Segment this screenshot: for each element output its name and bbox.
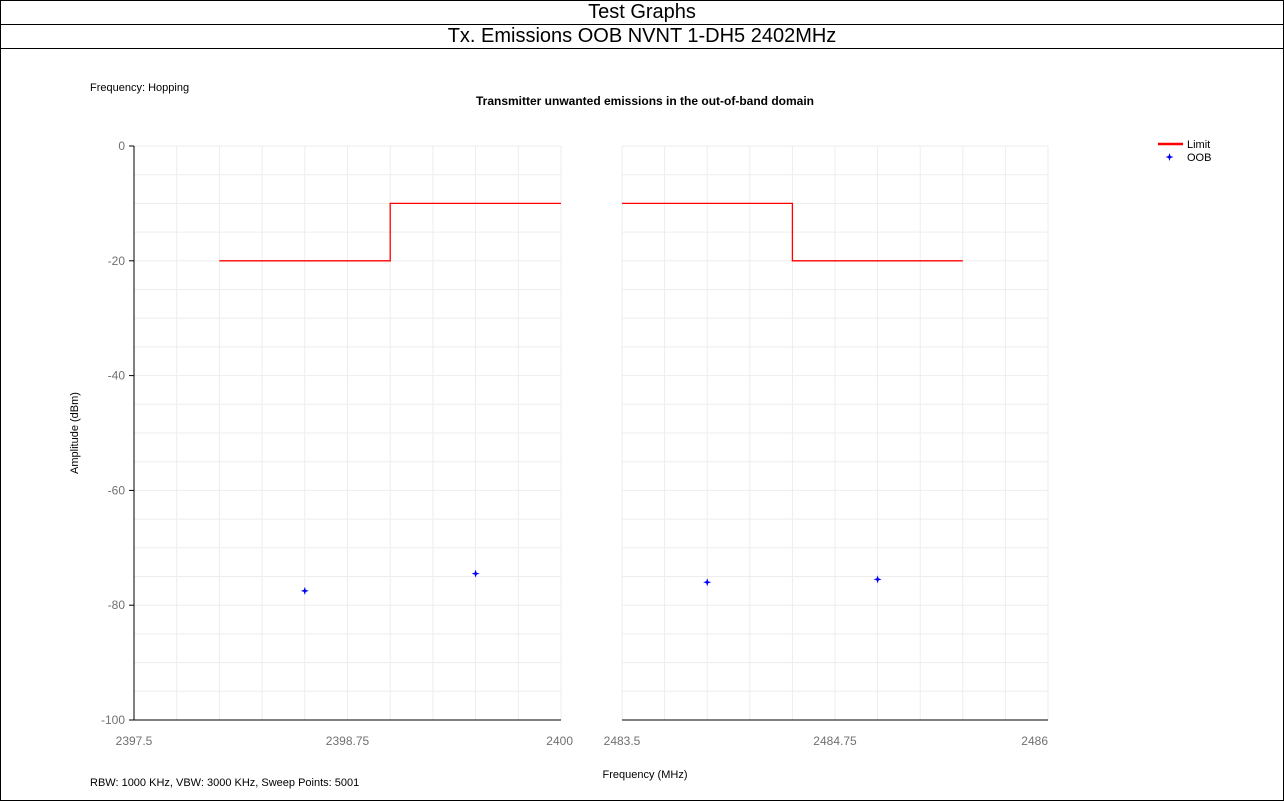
x-tick-label: 2397.5	[116, 734, 153, 748]
legend-limit-label: Limit	[1187, 139, 1210, 151]
oob-point	[703, 578, 712, 587]
y-tick-label: -60	[108, 483, 126, 497]
legend: Limit OOB	[1158, 139, 1211, 164]
chart-title: Transmitter unwanted emissions in the ou…	[476, 94, 814, 108]
axis-layer	[129, 145, 1048, 721]
series-layer	[219, 202, 963, 595]
y-tick-label: -40	[108, 369, 126, 383]
oob-point	[873, 575, 882, 584]
x-axis-label: Frequency (MHz)	[603, 769, 688, 781]
legend-oob-label: OOB	[1187, 152, 1211, 164]
oob-point	[300, 586, 309, 595]
x-tick-label: 2398.75	[326, 734, 370, 748]
y-tick-label: -100	[101, 713, 125, 727]
y-axis-label: Amplitude (dBm)	[69, 392, 81, 474]
measurement-settings-note: RBW: 1000 KHz, VBW: 3000 KHz, Sweep Poin…	[90, 777, 359, 789]
y-tick-label: 0	[118, 139, 125, 153]
frequency-mode-note: Frequency: Hopping	[90, 82, 189, 94]
limit-line	[622, 202, 963, 262]
legend-oob-marker	[1165, 153, 1174, 161]
x-tick-label: 2484.75	[813, 734, 857, 748]
report-title: Test Graphs	[1, 1, 1283, 25]
graph-subtitle: Tx. Emissions OOB NVNT 1-DH5 2402MHz	[1, 25, 1283, 49]
y-tick-label: -80	[108, 598, 126, 612]
oob-point	[471, 569, 480, 578]
x-tick-label: 2483.5	[604, 734, 641, 748]
grid-layer	[133, 145, 1049, 721]
y-tick-label: -20	[108, 254, 126, 268]
x-tick-label: 2400	[546, 734, 573, 748]
limit-line	[219, 202, 561, 262]
label-layer: 2397.5 2398.75 2400 2483.5 2484.75 2486 0 -20 -4…	[101, 139, 1048, 748]
x-tick-label: 2486	[1021, 734, 1048, 748]
